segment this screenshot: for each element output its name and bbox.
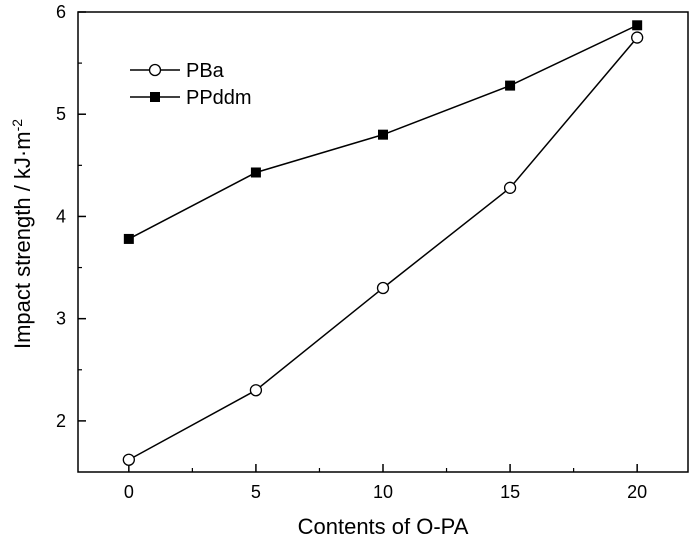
y-axis-title: Impact strength / kJ·m-2 — [9, 119, 35, 349]
data-point — [123, 233, 134, 244]
series-layer — [122, 20, 644, 466]
y-axis-title-unit: m — [10, 131, 35, 149]
data-point — [376, 281, 390, 295]
y-tick-label: 4 — [56, 206, 66, 226]
y-tick-label: 3 — [56, 309, 66, 329]
x-tick-label: 20 — [627, 482, 647, 502]
legend-label: PBa — [186, 60, 225, 82]
x-tick-label: 0 — [124, 482, 134, 502]
data-point — [505, 80, 516, 91]
y-tick-label: 5 — [56, 104, 66, 124]
legend-label: PPddm — [186, 87, 252, 109]
y-axis: 2 3 4 5 6 — [56, 2, 86, 431]
x-tick-label: 10 — [373, 482, 393, 502]
y-axis-title-main: Impact strength / kJ — [10, 157, 35, 349]
data-point — [150, 92, 160, 102]
series-ppddm — [123, 20, 643, 244]
data-point — [503, 181, 517, 194]
data-point — [148, 63, 162, 77]
plot-frame — [77, 11, 689, 473]
x-axis: 0 5 10 15 20 — [124, 464, 647, 502]
x-tick-label: 15 — [500, 482, 520, 502]
y-axis-title-exponent: -2 — [9, 119, 25, 132]
series-pba — [122, 31, 644, 466]
legend-entry: PBa — [130, 60, 225, 82]
y-tick-label: 2 — [56, 411, 66, 431]
data-point — [249, 384, 263, 397]
y-tick-label: 6 — [56, 2, 66, 22]
legend: PBa PPddm — [130, 60, 252, 109]
x-axis-title: Contents of O-PA — [298, 514, 469, 539]
data-point — [378, 129, 388, 140]
y-axis-title-separator: · — [10, 150, 35, 157]
data-point — [631, 31, 644, 44]
legend-entry: PPddm — [130, 87, 252, 109]
data-point — [122, 453, 135, 466]
data-point — [632, 20, 643, 31]
data-point — [250, 167, 261, 178]
x-tick-label: 5 — [251, 482, 261, 502]
